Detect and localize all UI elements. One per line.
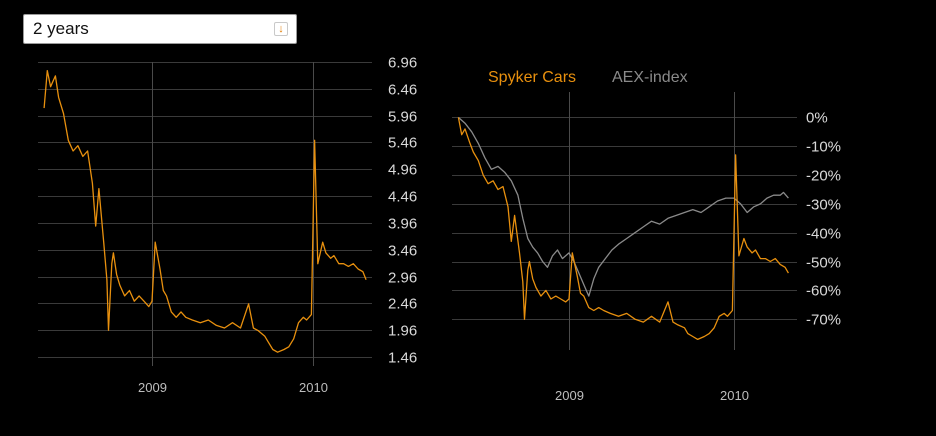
- y-tick-label: 2.96: [388, 270, 417, 287]
- series-line-spyker-cars: [457, 117, 789, 341]
- y-tick-label: 1.96: [388, 323, 417, 340]
- y-tick-label: -40%: [806, 226, 841, 243]
- y-tick-label: -50%: [806, 255, 841, 272]
- period-select[interactable]: 2 years ↓: [23, 14, 297, 44]
- chart-1: 6.96 6.46 5.96 5.46 4.96 4.46 3.96 3.46 2.96 2.46…: [38, 55, 417, 395]
- y-tick-label: -60%: [806, 283, 841, 300]
- y-tick-label: 6.96: [388, 55, 417, 72]
- y-tick-label: 5.96: [388, 109, 417, 126]
- y-tick-label: 3.96: [388, 216, 417, 233]
- legend-entry: Spyker Cars: [488, 69, 576, 86]
- y-tick-label: 0%: [806, 110, 828, 127]
- y-tick-label: 5.46: [388, 135, 417, 152]
- y-tick-label: 2.46: [388, 296, 417, 313]
- x-tick-label: 2010: [299, 380, 328, 395]
- y-tick-label: -20%: [806, 168, 841, 185]
- y-tick-label: 6.46: [388, 82, 417, 99]
- series-line-price: [43, 69, 367, 353]
- y-tick-label: 4.96: [388, 162, 417, 179]
- y-tick-label: -70%: [806, 312, 841, 329]
- y-tick-label: 1.46: [388, 350, 417, 367]
- y-tick-label: 3.46: [388, 243, 417, 260]
- x-tick-label: 2009: [555, 388, 584, 403]
- chart-2: 0% -10% -20% -30% -40% -50% -60% -70% 2009 2010 Sp…: [452, 69, 841, 403]
- y-tick-label: -10%: [806, 139, 841, 156]
- y-tick-label: 4.46: [388, 189, 417, 206]
- dropdown-arrow-icon: ↓: [274, 22, 288, 36]
- x-tick-label: 2009: [138, 380, 167, 395]
- x-tick-label: 2010: [720, 388, 749, 403]
- legend-entry: AEX-index: [612, 69, 688, 86]
- period-select-value: 2 years: [33, 19, 89, 38]
- y-tick-label: -30%: [806, 197, 841, 214]
